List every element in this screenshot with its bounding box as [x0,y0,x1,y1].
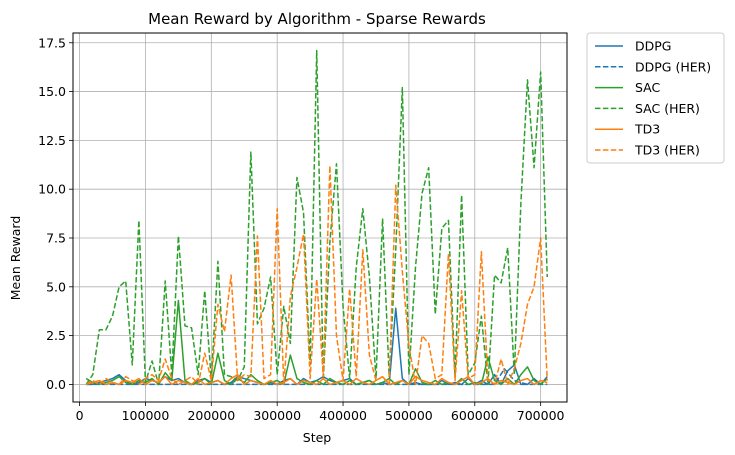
y-tick-label: 17.5 [38,35,66,50]
legend-box [586,32,725,164]
legend-label-sac-her: SAC (HER) [635,101,700,116]
legend-label-ddpg: DDPG [635,39,671,54]
legend: DDPG DDPG (HER) SAC SAC (HER) TD3 TD3 (HER) [586,32,725,164]
series-line-ddpg-her [86,368,548,386]
x-tick-label: 500000 [385,408,433,423]
chart-title: Mean Reward by Algorithm - Sparse Reward… [148,10,486,28]
plot-frame [72,32,568,403]
legend-label-td3-her: TD3 (HER) [634,143,700,158]
x-tick-label: 700000 [517,408,565,423]
x-tick-label: 200000 [187,408,235,423]
x-tick-label: 600000 [451,408,499,423]
legend-label-sac: SAC [635,80,660,95]
y-tick-label: 12.5 [38,133,66,148]
series-line-td3 [85,373,548,386]
x-tick-label: 400000 [319,408,367,423]
x-tick-label: 100000 [122,408,170,423]
legend-label-td3: TD3 [634,122,660,137]
series-line-td3-her [85,165,548,386]
y-axis-label: Mean Reward [8,216,23,301]
x-axis-ticks: 0 100000 200000 300000 400000 500000 600000 700… [76,402,565,423]
y-tick-label: 7.5 [46,231,66,246]
y-tick-label: 2.5 [46,328,66,343]
y-tick-label: 5.0 [46,279,66,294]
x-axis-label: Step [303,430,332,445]
y-tick-label: 10.0 [38,182,66,197]
series-line-sac [85,299,548,386]
x-tick-label: 0 [76,408,84,423]
y-tick-label: 0.0 [46,377,66,392]
x-tick-label: 300000 [253,408,301,423]
plot-series [85,49,548,386]
y-axis-ticks: 0.0 2.5 5.0 7.5 10.0 12.5 15.0 17.5 [38,35,73,392]
y-tick-label: 15.0 [38,84,66,99]
series-line-sac-her [85,49,548,386]
legend-label-ddpg-her: DDPG (HER) [635,59,711,74]
